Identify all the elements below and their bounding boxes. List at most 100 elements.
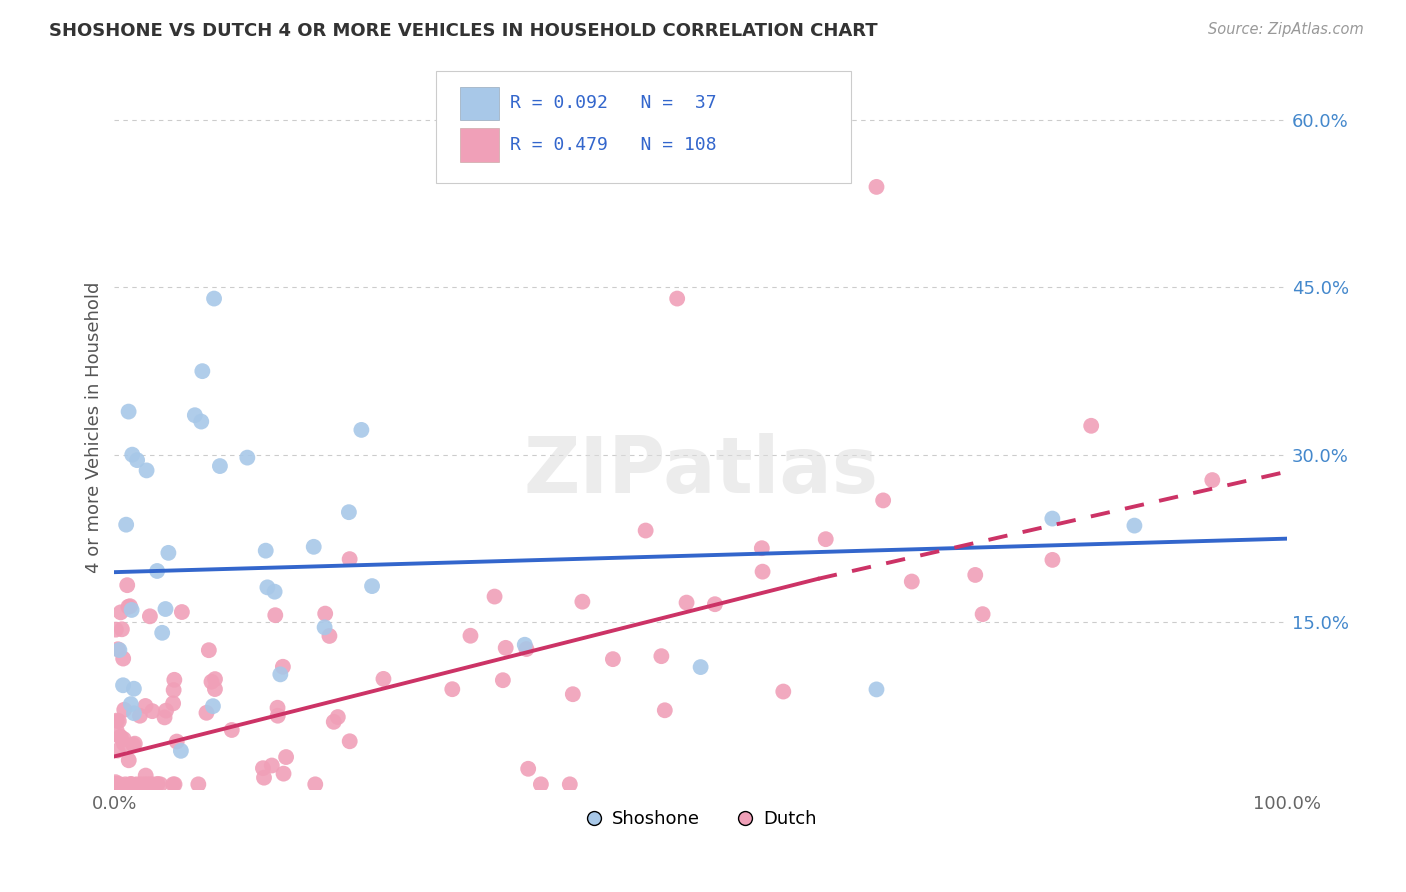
Point xyxy=(965,568,987,582)
Point xyxy=(135,463,157,477)
Point xyxy=(266,700,288,714)
Legend: Shoshone, Dutch: Shoshone, Dutch xyxy=(578,803,824,835)
Point xyxy=(513,638,536,652)
Point xyxy=(112,678,135,692)
Point xyxy=(263,584,285,599)
Point xyxy=(204,672,226,686)
Point xyxy=(751,565,773,579)
Point xyxy=(190,415,212,429)
Point xyxy=(139,609,162,624)
Point xyxy=(105,777,128,791)
Point xyxy=(122,738,145,752)
Point xyxy=(200,674,222,689)
Point xyxy=(484,590,506,604)
Point xyxy=(260,758,283,772)
Point xyxy=(1042,553,1064,567)
Point xyxy=(110,730,132,744)
Point xyxy=(120,777,142,791)
Point xyxy=(155,704,177,718)
Point xyxy=(675,596,697,610)
Point xyxy=(110,605,132,619)
Point xyxy=(146,564,169,578)
Point xyxy=(114,777,136,791)
Point xyxy=(141,777,163,791)
Point xyxy=(124,737,146,751)
Point xyxy=(900,574,922,589)
Point xyxy=(602,652,624,666)
Point xyxy=(201,699,224,714)
Point xyxy=(339,552,361,566)
Point xyxy=(1123,518,1146,533)
Point xyxy=(125,777,148,791)
Point xyxy=(972,607,994,622)
Point xyxy=(112,703,135,717)
Point xyxy=(314,607,336,621)
Point xyxy=(155,602,177,616)
Text: ZIPatlas: ZIPatlas xyxy=(523,433,879,508)
Point xyxy=(492,673,515,688)
Point xyxy=(689,660,711,674)
Point xyxy=(865,180,887,194)
Point xyxy=(120,697,142,711)
Point xyxy=(361,579,384,593)
Point xyxy=(122,681,145,696)
Point xyxy=(460,629,482,643)
Point xyxy=(654,703,676,717)
Point xyxy=(162,697,184,711)
Point xyxy=(515,642,537,657)
Point xyxy=(150,625,173,640)
Point xyxy=(208,459,231,474)
Text: Source: ZipAtlas.com: Source: ZipAtlas.com xyxy=(1208,22,1364,37)
Point xyxy=(236,450,259,465)
Point xyxy=(112,651,135,665)
Point xyxy=(163,673,186,687)
Point xyxy=(1080,418,1102,433)
Point xyxy=(571,595,593,609)
Point xyxy=(104,775,127,789)
Point xyxy=(170,605,193,619)
Point xyxy=(117,599,139,614)
Point xyxy=(337,505,360,519)
Point xyxy=(107,743,129,757)
Point xyxy=(267,708,290,723)
Point xyxy=(198,643,221,657)
Point xyxy=(666,292,689,306)
Point xyxy=(191,364,214,378)
Point xyxy=(274,750,297,764)
Text: R = 0.479   N = 108: R = 0.479 N = 108 xyxy=(510,136,717,154)
Point xyxy=(221,723,243,737)
Point xyxy=(104,777,127,791)
Point xyxy=(530,777,553,791)
Point xyxy=(561,687,583,701)
Point xyxy=(139,777,162,791)
Point xyxy=(120,777,142,791)
Point xyxy=(254,543,277,558)
Point xyxy=(184,408,207,422)
Point xyxy=(814,532,837,546)
Point xyxy=(118,753,141,767)
Point xyxy=(146,777,169,791)
Point xyxy=(149,777,172,791)
Point xyxy=(134,777,156,791)
Point xyxy=(264,608,287,623)
Point xyxy=(117,404,139,418)
Point xyxy=(111,622,134,636)
Point xyxy=(153,710,176,724)
Point xyxy=(110,730,132,744)
Point xyxy=(112,732,135,747)
Point xyxy=(751,541,773,556)
Point xyxy=(136,777,159,791)
Point xyxy=(650,649,672,664)
Point xyxy=(350,423,373,437)
Point xyxy=(107,642,129,657)
Point xyxy=(252,761,274,775)
Point xyxy=(163,683,186,698)
Point xyxy=(314,620,336,634)
Point xyxy=(256,580,278,594)
Point xyxy=(558,777,581,791)
Point xyxy=(105,777,128,791)
Point xyxy=(129,708,152,723)
Point xyxy=(441,682,464,697)
Point xyxy=(120,777,142,791)
Point xyxy=(104,777,127,791)
